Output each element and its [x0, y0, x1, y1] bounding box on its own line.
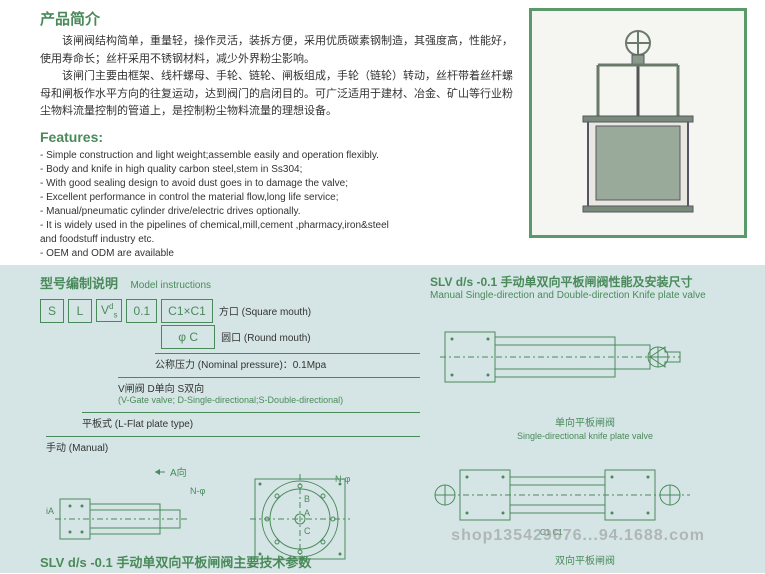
box-vds: Vds: [96, 299, 122, 322]
vgate-line: V闸阀 D单向 S双向 (V-Gate valve; D-Single-dire…: [118, 377, 420, 406]
single-caption-cn: 单向平板闸阀: [430, 414, 740, 429]
round-label: 圆口 (Round mouth): [221, 329, 310, 344]
feature-item: - Manual/pneumatic cylinder drive/electr…: [40, 205, 520, 219]
svg-text:A向: A向: [170, 466, 187, 479]
pressure-line: 公称压力 (Nominal pressure)：0.1Mpa: [155, 353, 420, 371]
box-square: C1×C1: [161, 299, 213, 323]
box-l: L: [68, 299, 92, 323]
svg-text:C: C: [304, 526, 311, 536]
box-mouth-group: C1×C1 方口 (Square mouth) φ C 圆口 (Round mo…: [161, 299, 311, 349]
features-list: - Simple construction and light weight;a…: [40, 149, 520, 261]
single-caption-en: Single-directional knife plate valve: [430, 431, 740, 441]
product-image-frame: [529, 8, 747, 238]
intro-section: 产品简介 该闸阀结构简单，重量轻，操作灵活，装拆方便，采用优质碳素钢制造，其强度…: [0, 0, 765, 265]
svg-text:N-φ: N-φ: [335, 474, 350, 484]
svg-text:N-φ: N-φ: [190, 486, 205, 496]
box-s: S: [40, 299, 64, 323]
para-1: 该闸阀结构简单，重量轻，操作灵活，装拆方便，采用优质碳素钢制造，其强度高，性能好…: [40, 33, 520, 68]
model-title-cn: 型号编制说明: [40, 276, 118, 291]
feature-item: - Excellent performance in control the m…: [40, 191, 520, 205]
right-title-cn: SLV d/s -0.1 手动单双向平板闸阀性能及安装尺寸: [430, 273, 740, 290]
para-2: 该闸门主要由框架、线杆螺母、手轮、链轮、闸板组成，手轮（链轮）转动，丝杆带着丝杆…: [40, 68, 520, 121]
svg-text:A: A: [304, 508, 310, 518]
svg-text:iA: iA: [46, 506, 54, 516]
flat-line: 平板式 (L-Flat plate type): [82, 412, 420, 430]
feature-item: and foodstuff industry etc.: [40, 233, 520, 247]
feature-item: - With good sealing design to avoid dust…: [40, 177, 520, 191]
feature-item: - Simple construction and light weight;a…: [40, 149, 520, 163]
right-column: SLV d/s -0.1 手动单双向平板闸阀性能及安装尺寸 Manual Sin…: [430, 273, 740, 567]
model-boxes-row: S L Vds 0.1 C1×C1 方口 (Square mouth) φ C …: [40, 299, 420, 349]
svg-text:B: B: [304, 494, 310, 504]
manual-line: 手动 (Manual): [46, 436, 420, 454]
box-01: 0.1: [126, 299, 157, 323]
model-title-en: Model instructions: [130, 280, 211, 291]
model-instructions: 型号编制说明 Model instructions S L Vds 0.1 C1…: [40, 273, 420, 574]
box-round: φ C: [161, 325, 215, 349]
explain-block: 公称压力 (Nominal pressure)：0.1Mpa V闸阀 D单向 S…: [40, 353, 420, 454]
square-label: 方口 (Square mouth): [219, 303, 311, 318]
watermark-text: shop135429676...94.1688.com: [451, 527, 705, 545]
bottom-title: SLV d/s -0.1 手动单双向平板闸阀主要技术参数: [40, 552, 311, 571]
valve-icon: [568, 28, 708, 218]
feature-item: - It is widely used in the pipelines of …: [40, 219, 520, 233]
feature-item: - OEM and ODM are available: [40, 247, 520, 261]
feature-item: - Body and knife in high quality carbon …: [40, 163, 520, 177]
double-caption-cn: 双向平板闸阀: [430, 552, 740, 567]
single-dir-diagram: A1 B1: [430, 307, 730, 407]
right-title-en: Manual Single-direction and Double-direc…: [430, 290, 740, 301]
